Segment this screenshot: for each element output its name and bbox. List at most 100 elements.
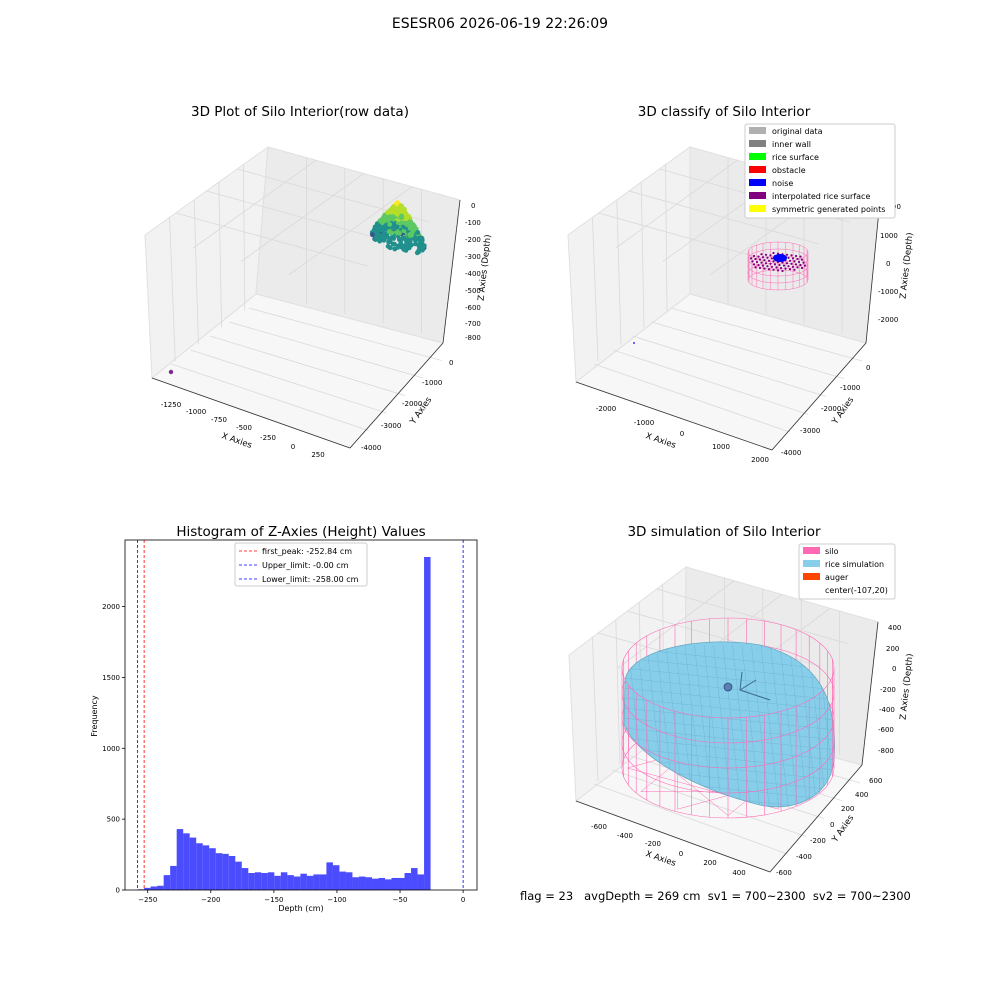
data-point: [399, 220, 404, 226]
legend-swatch: [803, 547, 820, 554]
interpolated-point: [766, 256, 769, 259]
p4-ytick: 400: [855, 791, 868, 799]
rice-mesh-line: [732, 644, 751, 807]
p1-xtick: -750: [211, 416, 227, 424]
interpolated-point: [763, 267, 766, 270]
grid-line: [615, 619, 621, 765]
histogram-bar: [202, 845, 210, 890]
histogram-bar: [157, 885, 164, 890]
legend-frame: [234, 542, 368, 587]
data-point: [402, 211, 408, 217]
legend-swatch: [749, 127, 766, 134]
data-point: [391, 214, 397, 220]
legend-swatch: [749, 192, 766, 199]
interpolated-point: [763, 259, 766, 262]
interpolated-point: [793, 268, 796, 271]
panel2-legend: original data inner wall rice surface obsta…: [744, 123, 896, 219]
histogram-y-ticks: 0 500 1000 1500 2000: [102, 603, 125, 895]
rice-mesh-line: [624, 667, 835, 691]
histogram-bar: [170, 865, 177, 890]
legend-label: inner wall: [772, 140, 811, 149]
interpolated-point: [752, 254, 756, 258]
data-point: [370, 232, 375, 238]
histogram-bar: [332, 865, 340, 890]
legend-swatch: [749, 179, 766, 186]
p4-ztick: 0: [892, 665, 896, 673]
p1-ytick: -2000: [402, 400, 422, 408]
noise-cluster: [773, 254, 787, 262]
x-tick-label: −150: [264, 896, 283, 904]
interpolated-point: [755, 260, 759, 264]
panel1-y-ticks: 0 -1000 -2000 -3000 -4000: [361, 359, 453, 452]
histogram-bar: [385, 879, 392, 890]
p4-xtick: 200: [703, 859, 716, 867]
data-point: [389, 230, 395, 236]
histogram-legend: first_peak: -252.84 cm Upper_limit: -0.00…: [234, 542, 368, 587]
grid-line: [243, 164, 246, 311]
grid-line: [171, 363, 369, 431]
p4-xtick: -600: [591, 823, 607, 831]
legend-label: Upper_limit: -0.00 cm: [262, 561, 349, 570]
grid-line: [288, 186, 413, 276]
data-point: [411, 227, 416, 233]
y-tick-label: 0: [116, 887, 120, 895]
p4-xtick: -400: [617, 832, 633, 840]
legend-label: original data: [772, 127, 823, 136]
histogram-bar: [254, 872, 262, 890]
histogram-bar: [189, 837, 197, 890]
legend-swatch: [803, 560, 820, 567]
interpolated-point: [800, 258, 804, 261]
interpolated-point: [784, 267, 787, 270]
data-point: [408, 219, 414, 225]
panel4-y-ticks: 600 400 200 0 -200 -400 -600: [776, 777, 882, 877]
histogram-bar: [150, 886, 158, 890]
legend-label: rice surface: [772, 153, 819, 162]
rice-mesh-line: [684, 644, 704, 807]
p4-ytick: -600: [776, 869, 792, 877]
interpolated-point: [799, 263, 802, 267]
interpolated-point: [760, 253, 763, 256]
grid-line: [193, 199, 199, 345]
histogram-bars: [137, 557, 431, 890]
panel4-y-axis: [769, 764, 863, 873]
grid-line: [632, 335, 827, 397]
interpolated-point: [761, 256, 765, 259]
interpolated-point: [794, 263, 798, 266]
p1-ztick: -400: [465, 270, 481, 278]
silo-ring: [621, 617, 835, 669]
histogram-bar: [261, 873, 268, 890]
histogram-bar: [196, 843, 203, 890]
grid-line: [616, 199, 622, 345]
histogram-bar: [241, 868, 249, 890]
p1-ytick: -1000: [422, 379, 442, 387]
interpolated-point: [785, 262, 789, 265]
interpolated-point: [776, 269, 780, 272]
panel1-z-axis: [442, 199, 461, 344]
histogram-bar: [371, 878, 379, 890]
legend-label: interpolated rice surface: [772, 192, 870, 201]
p2-ztick: -1000: [878, 288, 898, 296]
p2-ytick: -2000: [821, 405, 841, 413]
interpolated-point: [796, 266, 799, 269]
interpolated-point: [796, 257, 799, 261]
histogram-frame: [124, 539, 478, 891]
histogram-bar: [163, 875, 171, 890]
auger-arm: [739, 679, 757, 691]
p1-ztick: -600: [465, 304, 481, 312]
interpolated-point: [799, 255, 802, 258]
legend-label: noise: [772, 179, 793, 188]
p1-xtick: -500: [236, 424, 252, 432]
grid-line: [209, 335, 406, 396]
data-point: [405, 245, 411, 251]
histogram-bar: [345, 872, 353, 890]
p2-ytick: -1000: [840, 384, 860, 392]
panel3-title: Histogram of Z-Axies (Height) Values: [176, 524, 425, 540]
panel2-x-axis: [575, 381, 773, 451]
auger-arm: [739, 689, 771, 701]
histogram-bar: [235, 861, 242, 890]
interpolated-point: [779, 266, 783, 270]
silo-ring: [621, 692, 835, 744]
rice-mesh-line: [624, 647, 835, 671]
p4-xtick: 0: [679, 850, 683, 858]
p4-xtick: 400: [732, 869, 745, 877]
